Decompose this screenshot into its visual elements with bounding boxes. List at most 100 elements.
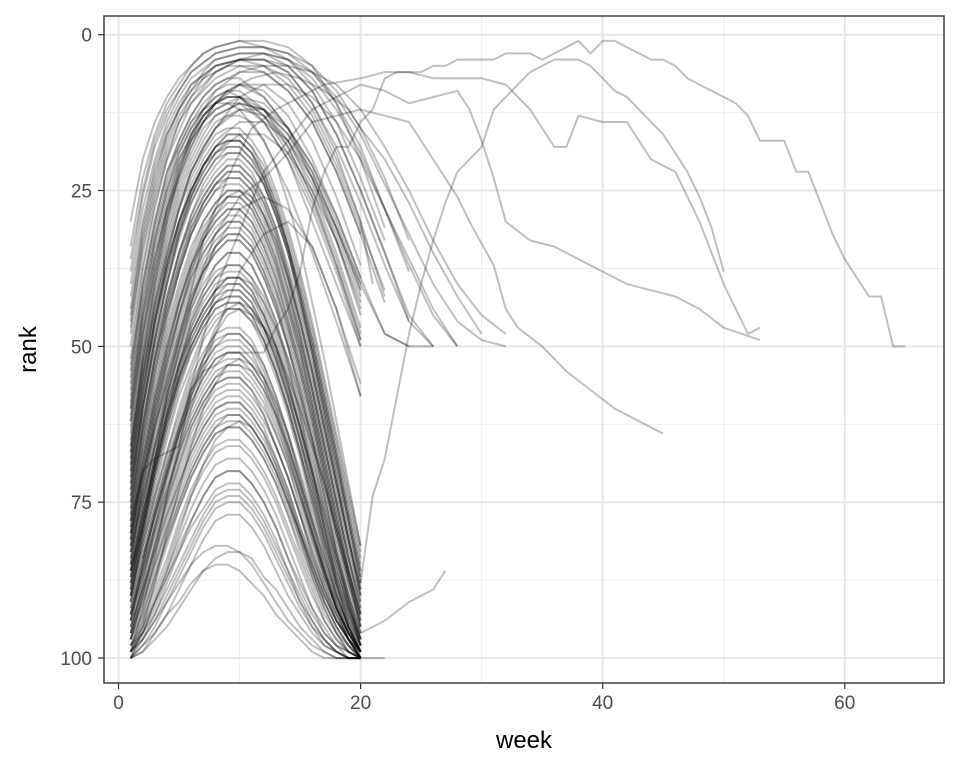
series-line-4 [129, 108, 664, 572]
series-line-94 [129, 301, 362, 653]
series-line-115 [129, 370, 362, 659]
series-line-96 [129, 438, 362, 659]
series-line-130 [129, 164, 362, 590]
series-line-2 [129, 71, 761, 522]
series-line-113 [129, 58, 434, 348]
series-line-52 [129, 164, 362, 584]
series-line-138 [129, 544, 361, 660]
series-line-75 [129, 420, 362, 659]
series-line-22 [129, 251, 362, 653]
series-line-46 [129, 108, 362, 465]
series-line-53 [129, 501, 361, 660]
series-line-48 [129, 407, 362, 659]
series-line-106 [129, 46, 410, 272]
series-line-81 [129, 89, 362, 391]
series-line-25 [129, 114, 362, 547]
series-line-58 [129, 395, 362, 653]
series-line-45 [129, 445, 362, 659]
series-line-41 [129, 83, 434, 434]
series-line-51 [129, 376, 362, 653]
y-tick-label: 50 [71, 337, 92, 358]
series-line-38 [129, 308, 362, 653]
series-line-86 [129, 482, 361, 660]
series-line-88 [129, 102, 362, 441]
x-tick-label: 60 [834, 693, 855, 714]
series-line-18 [129, 152, 362, 584]
series-line-131 [129, 351, 362, 653]
y-tick-label: 25 [71, 182, 92, 203]
series-line-17 [129, 189, 362, 596]
series-line-119 [129, 488, 361, 660]
series-line-95 [129, 96, 362, 403]
series-line-98 [129, 71, 386, 366]
series-line-60 [129, 96, 362, 416]
series-line-77 [129, 220, 362, 628]
series-line-20 [129, 64, 362, 335]
series-line-47 [129, 195, 362, 615]
series-line-33 [129, 470, 362, 659]
series-line-6 [360, 570, 447, 634]
series-line-137 [129, 563, 361, 660]
series-line-66 [129, 226, 362, 634]
series-line-62 [129, 426, 362, 659]
series-line-3 [141, 83, 761, 559]
axes: 0 20 40 60 0 25 50 75 100 [60, 26, 855, 714]
series-line-10 [129, 83, 459, 484]
series-line-132 [129, 276, 362, 640]
series-line-90 [129, 239, 362, 634]
series-line-74 [129, 133, 362, 553]
series-line-39 [129, 195, 362, 628]
series-line-40 [129, 414, 362, 653]
series-line-13 [129, 308, 362, 621]
series-line-89 [129, 339, 362, 659]
series-line-93 [129, 170, 362, 596]
series-line-12 [129, 220, 362, 653]
series-line-91 [129, 52, 507, 348]
series-line-68 [129, 495, 361, 660]
series-line-71 [129, 382, 362, 659]
series-line-79 [129, 457, 361, 660]
y-tick-label: 100 [60, 649, 92, 670]
series-line-19 [129, 83, 362, 422]
series-line-21 [129, 46, 410, 272]
series-line-23 [129, 420, 362, 659]
series-line-121 [129, 52, 459, 348]
series-line-49 [129, 283, 362, 646]
series-line-42 [129, 264, 362, 640]
series-line-54 [129, 233, 362, 640]
series-line-82 [129, 357, 362, 653]
series-line-118 [129, 239, 362, 634]
series-line-76 [129, 52, 410, 322]
series-line-36 [129, 389, 362, 659]
series-line-16 [129, 195, 362, 590]
series-line-128 [129, 470, 362, 659]
series-line-73 [129, 264, 362, 646]
series-line-120 [129, 183, 362, 603]
grid [104, 16, 944, 683]
y-axis-title: rank [15, 325, 42, 373]
series-line-63 [129, 158, 362, 590]
series-line-126 [129, 220, 362, 628]
series-line-92 [129, 376, 362, 659]
series-line-5 [359, 58, 725, 584]
series-line-30 [129, 364, 362, 653]
series-line-103 [129, 108, 362, 453]
series-line-64 [129, 121, 362, 478]
series-line-104 [129, 189, 362, 615]
series-line-127 [129, 289, 362, 647]
series-line-85 [129, 270, 362, 640]
series-line-101 [129, 283, 362, 646]
series-line-133 [129, 96, 362, 422]
series-line-57 [129, 139, 362, 559]
series-line-55 [129, 58, 386, 322]
series-line-65 [129, 351, 362, 653]
series-line-56 [129, 301, 362, 653]
x-tick-label: 20 [350, 693, 371, 714]
series-line-129 [129, 39, 386, 241]
panel-border [103, 15, 945, 684]
series-line-80 [129, 145, 362, 572]
series-line-44 [129, 345, 362, 659]
series-line-97 [129, 214, 362, 621]
